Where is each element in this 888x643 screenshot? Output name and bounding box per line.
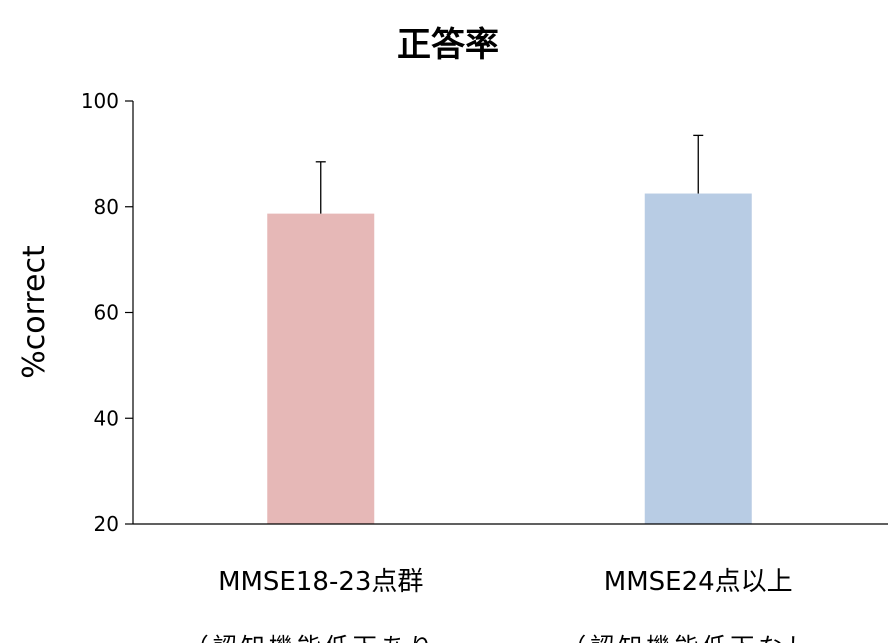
x-category-label: MMSE24点以上 <box>604 567 793 597</box>
bar <box>644 193 752 524</box>
y-tick-label: 40 <box>94 406 119 430</box>
y-tick-label: 100 <box>81 89 119 113</box>
x-category-sublabel: （認知機能低下あり <box>185 633 437 643</box>
x-category-label: MMSE18-23点群 <box>218 567 423 597</box>
y-tick-label: 20 <box>94 512 119 536</box>
error-bars-group <box>315 134 704 214</box>
x-category-sublabel: （認知機能低下なし <box>562 633 814 643</box>
chart-title: 正答率 <box>397 25 499 65</box>
y-axis-label: %correct <box>17 245 52 379</box>
bars-group <box>267 193 752 524</box>
bar <box>267 213 375 524</box>
y-axis-ticks: 20 40 60 80 100 <box>81 89 133 536</box>
y-tick-label: 60 <box>94 301 119 325</box>
y-tick-label: 80 <box>94 195 119 219</box>
category-labels: MMSE18-23点群 （認知機能低下あり MMSE24点以上 （認知機能低下なし <box>185 567 814 643</box>
